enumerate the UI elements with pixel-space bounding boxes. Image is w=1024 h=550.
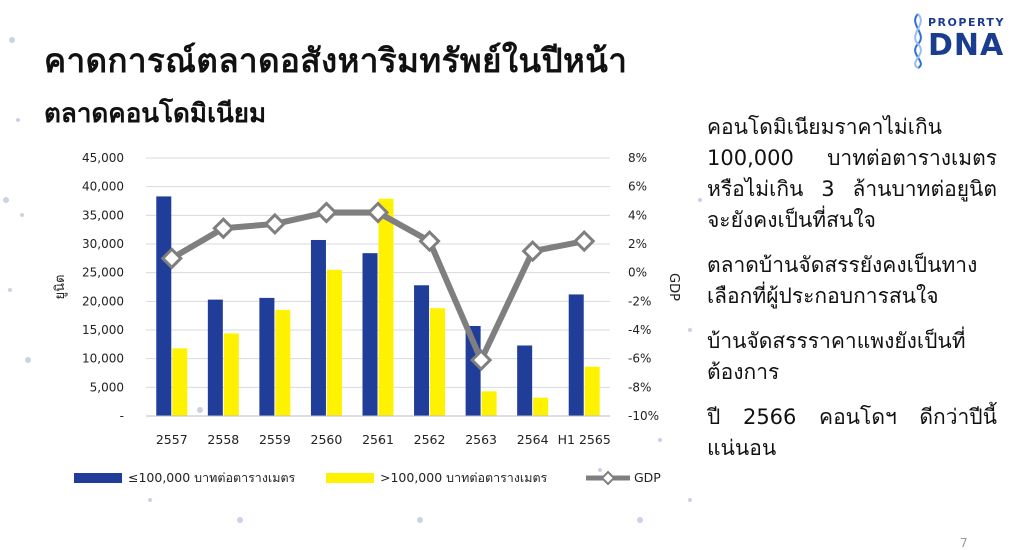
x-tick-label: 2558 [207,432,239,447]
bar-high-price [378,198,394,416]
bar-low-price [362,253,378,416]
condo-supply-chart: - 5,000 10,000 15,000 20,000 25,000 30,000 35,0… [53,151,680,486]
bar-low-price [259,297,275,416]
y2-tick-label: -6% [628,352,651,366]
gdp-point [315,201,338,224]
property-dna-logo: PROPERTY DNA [906,10,1016,70]
logo-text-top: PROPERTY [928,16,1005,29]
bullet-list: คอนโดมิเนียมราคาไม่เกิน 100,000 บาทต่อตา… [707,112,997,478]
y-tick-label: 10,000 [82,352,124,366]
y-tick-label: 45,000 [82,151,124,165]
bar-high-price [430,308,446,416]
gdp-point [160,247,183,270]
gdp-point [469,348,493,372]
bar-high-price [481,391,497,416]
bar-low-price [517,345,533,416]
bar-high-price [275,309,291,416]
y-tick-label: 25,000 [82,266,124,280]
x-tick-label: 2559 [259,432,291,447]
legend-swatch-low [74,473,122,483]
bar-low-price [568,294,584,416]
bullet-item: คอนโดมิเนียมราคาไม่เกิน 100,000 บาทต่อตา… [707,115,997,232]
bar-high-price [584,366,600,416]
dna-helix-icon [914,13,922,69]
y-tick-label: 15,000 [82,323,124,337]
bar-low-price [310,239,326,416]
page-subtitle: ตลาดคอนโดมิเนียม [44,99,267,129]
bar-high-price [533,397,549,416]
bar-low-price [414,285,430,416]
legend-swatch-high [326,473,374,483]
y2-tick-label: 2% [628,237,647,251]
y2-tick-label: -10% [628,409,659,423]
gdp-point [366,201,390,224]
gdp-point [521,240,544,263]
x-tick-label: 2560 [311,432,343,447]
bullet-item: ปี 2566 คอนโดฯ ดีกว่าปีนี้แน่นอน [707,405,997,460]
x-tick-label: H1 2565 [558,432,611,447]
x-tick-label: 2563 [465,432,497,447]
y-tick-label: 30,000 [82,237,124,251]
y-tick-label: 35,000 [82,208,124,222]
y-tick-label: - [120,409,124,423]
y-tick-label: 20,000 [82,294,124,308]
bar-low-price [156,196,172,416]
bar-low-price [207,299,223,416]
y2-tick-label: -8% [628,380,651,394]
logo-text-bottom: DNA [928,28,1005,63]
bar-high-price [223,333,239,416]
x-tick-label: 2557 [156,432,188,447]
legend-marker-gdp [600,470,616,486]
y2-tick-label: 8% [628,151,647,165]
x-tick-label: 2562 [414,432,446,447]
gdp-point [263,212,287,236]
y2-tick-label: 0% [628,266,647,280]
page-number: 7 [960,536,968,550]
y2-tick-label: -2% [628,294,651,308]
y-tick-label: 5,000 [90,380,124,394]
legend-label-low: ≤100,000 บาทต่อตารางเมตร [128,470,296,485]
y2-axis-title: GDP [666,273,680,301]
legend-label-high: >100,000 บาทต่อตารางเมตร [380,470,548,485]
y-axis-title: ยูนิต [53,275,68,300]
gdp-point [573,230,596,253]
bullet-item: บ้านจัดสรรราคาแพงยังเป็นที่ต้องการ [707,329,966,384]
bar-high-price [326,269,342,416]
gdp-point [418,230,441,253]
y-tick-label: 40,000 [82,180,124,194]
x-tick-label: 2561 [362,432,394,447]
x-tick-label: 2564 [517,432,549,447]
legend-label-gdp: GDP [634,470,661,485]
page-title: คาดการณ์ตลาดอสังหาริมทรัพย์ในปีหน้า [44,41,628,80]
y2-tick-label: 4% [628,208,647,222]
y2-tick-label: 6% [628,180,647,194]
bullet-item: ตลาดบ้านจัดสรรยังคงเป็นทางเลือกที่ผู้ประ… [707,253,978,308]
gdp-point [212,217,235,240]
y2-tick-label: -4% [628,323,651,337]
bar-high-price [172,348,188,416]
